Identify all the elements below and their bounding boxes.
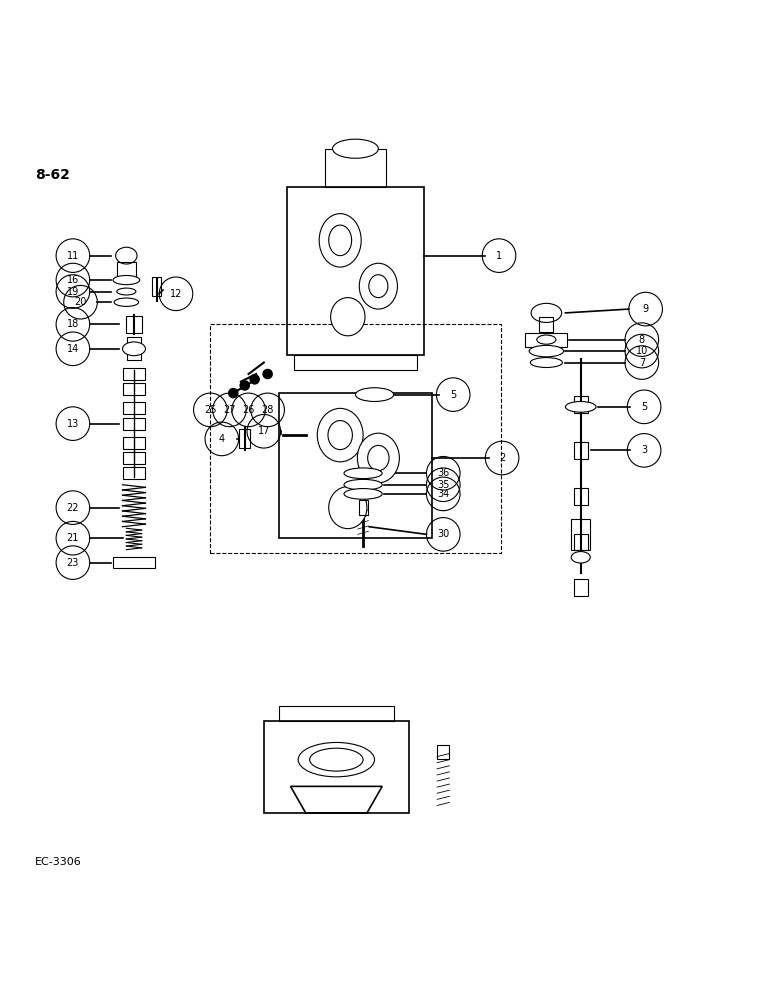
Bar [264,721,409,813]
Text: 11: 11 [66,251,79,261]
Bar [210,324,500,553]
Text: 34: 34 [437,489,449,499]
Ellipse shape [367,445,389,471]
Bar [294,355,417,370]
Bar [279,393,432,538]
Ellipse shape [298,742,374,777]
Bar [124,368,144,380]
Text: 14: 14 [66,344,79,354]
Ellipse shape [116,247,137,264]
Text: 28: 28 [262,405,274,415]
Bar [574,579,587,596]
Bar [124,437,144,449]
Text: 23: 23 [66,558,79,568]
Bar [437,745,449,759]
Text: 1: 1 [496,251,502,261]
Text: 36: 36 [437,468,449,478]
Bar [286,187,424,355]
Text: 20: 20 [74,297,86,307]
Text: 27: 27 [223,405,235,415]
Text: 5: 5 [450,390,456,400]
Text: 18: 18 [66,319,79,329]
Circle shape [263,369,273,379]
Ellipse shape [328,421,352,450]
Ellipse shape [333,139,378,158]
Ellipse shape [355,388,394,401]
Ellipse shape [531,303,562,322]
Bar [124,383,144,395]
Bar [124,452,144,464]
Text: 17: 17 [258,426,270,436]
Text: 16: 16 [66,275,79,285]
Text: 35: 35 [437,480,449,490]
Ellipse shape [344,489,382,499]
Ellipse shape [317,408,363,462]
Ellipse shape [529,345,564,357]
Bar [239,429,250,448]
Bar [124,418,144,430]
Ellipse shape [310,748,363,771]
Ellipse shape [344,479,382,490]
Ellipse shape [329,487,367,529]
Text: EC-3306: EC-3306 [35,857,82,867]
Bar [124,467,144,479]
Bar [126,316,142,333]
Bar [526,333,567,347]
Text: 8-62: 8-62 [35,168,69,182]
Text: 3: 3 [641,445,647,455]
Ellipse shape [369,275,388,298]
Text: 2: 2 [499,453,505,463]
Ellipse shape [123,342,145,356]
Bar [117,262,136,279]
Ellipse shape [114,298,138,306]
Ellipse shape [329,225,351,256]
Text: 9: 9 [642,304,648,314]
Bar [571,519,591,550]
Ellipse shape [113,275,140,285]
Bar [124,402,144,414]
Text: 7: 7 [638,358,645,368]
Bar [127,337,141,360]
Bar [358,500,367,515]
Ellipse shape [344,468,382,479]
Ellipse shape [357,433,399,483]
Text: 12: 12 [170,289,182,299]
Circle shape [250,375,259,384]
Text: 5: 5 [641,402,647,412]
Ellipse shape [565,401,596,412]
Text: 19: 19 [66,287,79,297]
Circle shape [229,389,238,398]
Bar [540,317,554,332]
Text: 8: 8 [638,335,645,345]
Bar [325,149,386,187]
Text: 4: 4 [218,434,225,444]
Bar [574,442,587,459]
Ellipse shape [117,288,136,295]
Text: 10: 10 [635,346,648,356]
Bar [574,488,587,505]
Bar [574,534,587,550]
Text: 13: 13 [66,419,79,429]
Ellipse shape [330,298,365,336]
Ellipse shape [571,552,591,563]
Bar [113,557,155,568]
Ellipse shape [319,214,361,267]
Text: 26: 26 [242,405,255,415]
Text: 21: 21 [66,533,79,543]
Text: 30: 30 [437,529,449,539]
Ellipse shape [359,263,398,309]
Text: 25: 25 [204,405,217,415]
Bar [574,396,587,413]
Bar [279,706,394,721]
Text: 22: 22 [66,503,80,513]
Ellipse shape [530,358,563,368]
Ellipse shape [537,335,556,344]
Circle shape [240,381,249,390]
Bar [152,277,161,296]
